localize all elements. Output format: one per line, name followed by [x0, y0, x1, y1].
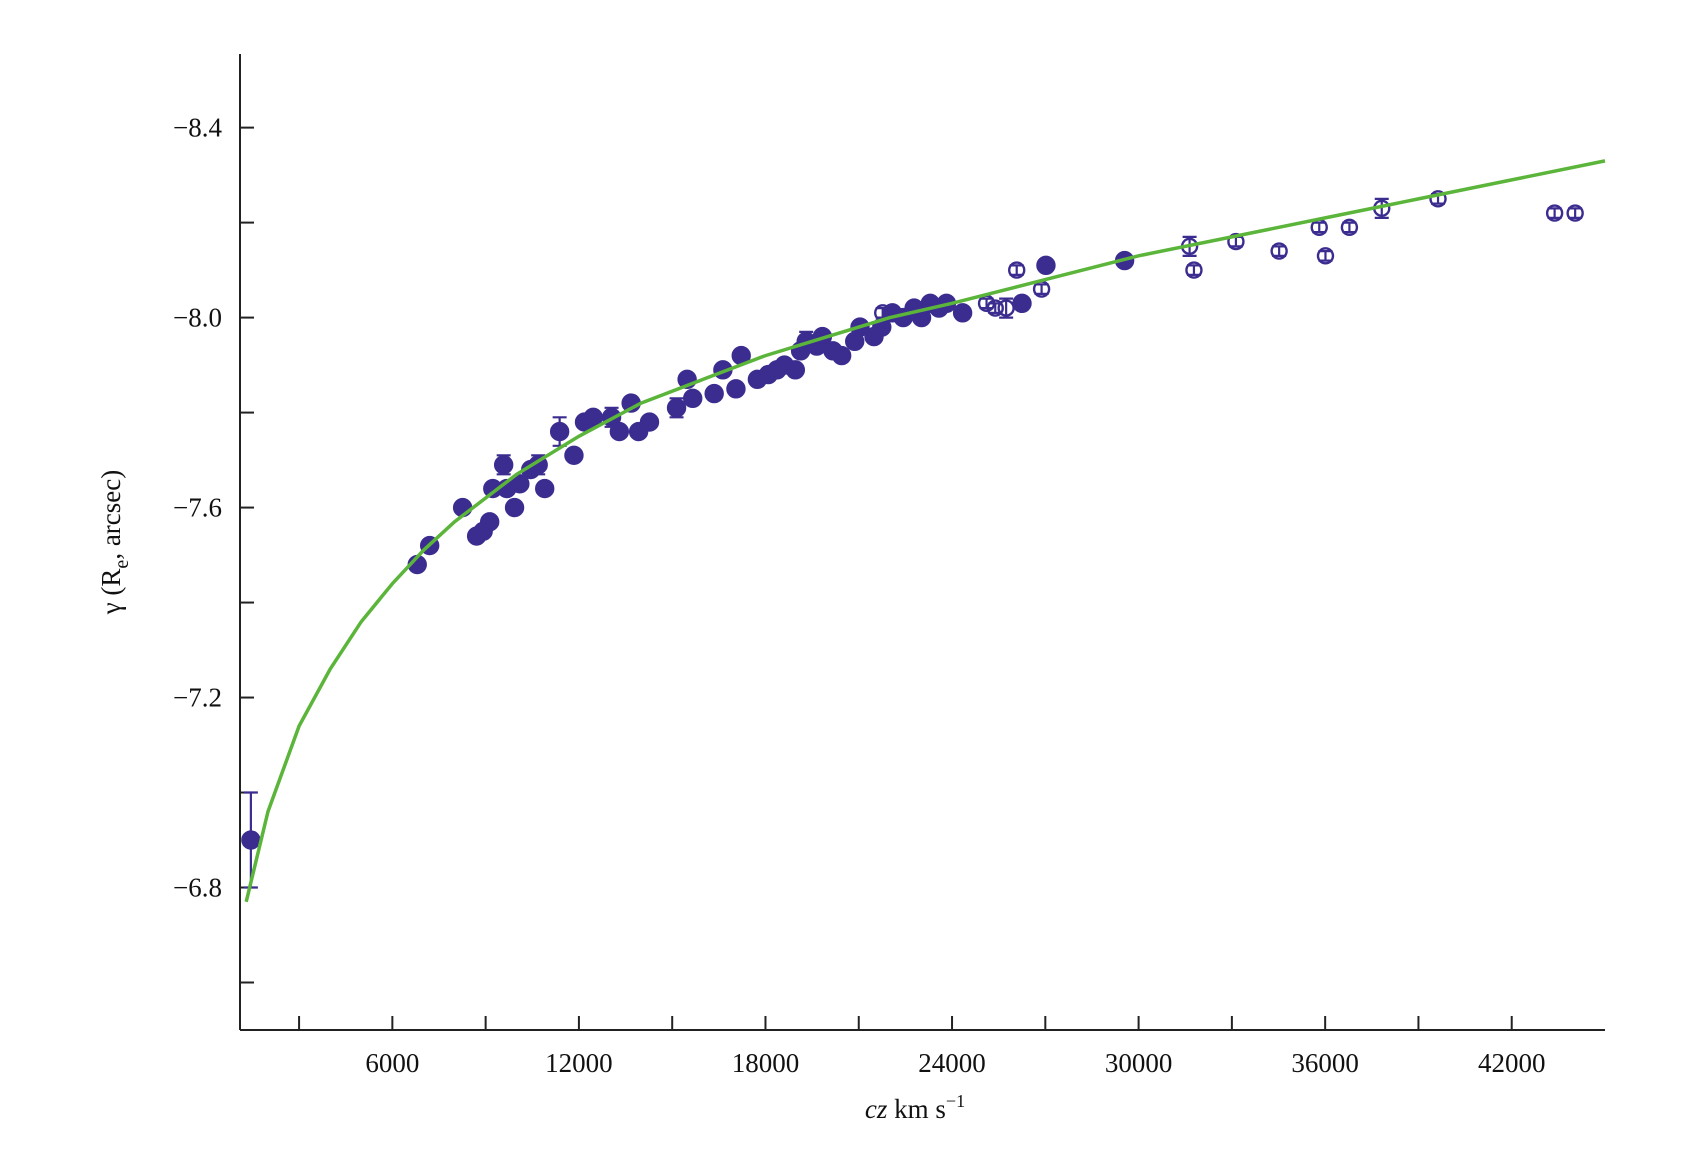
filled-point — [241, 830, 261, 850]
x-tick-label: 36000 — [1291, 1048, 1359, 1078]
error-bar — [1009, 264, 1024, 276]
error-bar — [1318, 250, 1333, 262]
y-tick-label: −8.4 — [173, 113, 222, 143]
y-tick-label: −7.6 — [173, 493, 222, 523]
y-label-part: , arcsec) — [96, 470, 126, 560]
open-point — [1185, 261, 1203, 279]
x-tick-label: 18000 — [732, 1048, 800, 1078]
filled-point — [549, 421, 570, 442]
filled-point — [666, 398, 687, 418]
filled-point — [493, 455, 514, 475]
filled-point — [479, 512, 500, 532]
error-bar — [1568, 207, 1583, 219]
open-point — [1545, 204, 1564, 222]
open-point — [1340, 218, 1359, 237]
filled-point — [1036, 255, 1056, 276]
error-bar — [1186, 264, 1201, 276]
y-label-part: γ (R — [96, 569, 126, 616]
filled-point — [564, 445, 584, 466]
x-tick-label: 24000 — [918, 1048, 986, 1078]
error-bar — [1272, 245, 1287, 257]
open-point — [1566, 204, 1584, 222]
error-bar — [1342, 221, 1357, 234]
y-tick-label: −8.0 — [173, 303, 222, 333]
open-point — [1008, 261, 1026, 279]
filled-point — [683, 388, 703, 409]
open-point — [1227, 232, 1245, 251]
fit-line — [244, 159, 1606, 903]
y-tick-label: −6.8 — [173, 873, 222, 903]
open-point — [997, 299, 1015, 317]
x-tick-label: 12000 — [545, 1048, 613, 1078]
filled-point — [583, 407, 603, 428]
open-point — [1270, 242, 1288, 260]
filled-point — [952, 303, 973, 323]
x-tick-label: 6000 — [365, 1048, 419, 1078]
filled-point — [726, 379, 746, 399]
y-tick-label: −7.2 — [173, 683, 222, 713]
x-tick-label: 42000 — [1478, 1048, 1546, 1078]
y-axis-label: γ (Re, arcsec) — [96, 470, 133, 616]
x-tick-label: 30000 — [1105, 1048, 1173, 1078]
error-bar — [1034, 283, 1049, 295]
filled-point — [639, 412, 660, 432]
filled-point — [704, 383, 724, 404]
error-bar — [1547, 207, 1562, 219]
filled-point — [1012, 293, 1032, 314]
x-axis-label: cz km s−1 — [865, 1091, 965, 1124]
open-point — [1429, 190, 1447, 208]
x-label-sup: −1 — [946, 1091, 965, 1111]
filled-point — [535, 478, 555, 499]
filled-point — [785, 360, 806, 380]
open-point — [986, 299, 1004, 317]
error-bar — [1312, 221, 1327, 234]
filled-point — [504, 497, 525, 518]
filled-point — [609, 421, 630, 442]
x-label-part: km s — [887, 1094, 946, 1124]
open-point — [1316, 247, 1335, 265]
y-label-sub: e — [111, 560, 133, 569]
filled-point — [510, 474, 530, 494]
filled-point — [831, 345, 852, 366]
x-label-part: cz — [865, 1094, 888, 1124]
